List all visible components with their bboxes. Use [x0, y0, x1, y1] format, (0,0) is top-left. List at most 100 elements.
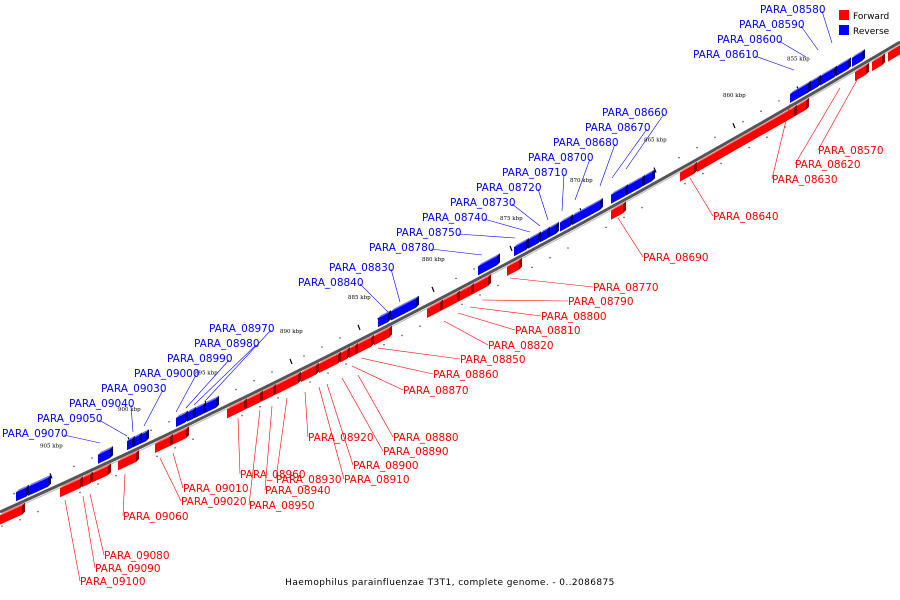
reverse-gene-label[interactable]: PARA_08680: [553, 137, 619, 149]
forward-gene-arrow: [458, 282, 474, 302]
reverse-gene-label[interactable]: PARA_08580: [760, 4, 826, 16]
reverse-gene-label[interactable]: PARA_08720: [476, 182, 542, 194]
reverse-gene-label[interactable]: PARA_08710: [502, 167, 568, 179]
reverse-gene-label[interactable]: PARA_08600: [717, 34, 783, 46]
forward-gene-label[interactable]: PARA_08960: [240, 469, 306, 481]
axis-dot: [277, 397, 279, 399]
reverse-leader-line: [511, 203, 541, 227]
axis-dot: [192, 438, 194, 441]
axis-dot: [678, 156, 680, 159]
forward-gene-label[interactable]: PARA_08880: [393, 432, 459, 444]
axis-dot: [19, 518, 21, 521]
reverse-gene-label[interactable]: PARA_09050: [37, 413, 103, 425]
tick-label: 895 kbp: [195, 371, 218, 377]
reverse-gene-arrow: [643, 169, 655, 187]
forward-leader-line: [159, 457, 182, 502]
reverse-gene-label[interactable]: PARA_08740: [422, 212, 488, 224]
forward-gene-label[interactable]: PARA_08920: [308, 432, 374, 444]
axis-dot: [383, 343, 385, 346]
reverse-gene-label[interactable]: PARA_08780: [369, 242, 435, 254]
reverse-gene-label[interactable]: PARA_08750: [396, 227, 462, 239]
tick-mark: [732, 122, 736, 129]
forward-leader-line: [481, 299, 569, 302]
forward-gene-label[interactable]: PARA_08640: [713, 211, 779, 223]
reverse-gene-label[interactable]: PARA_09030: [101, 383, 167, 395]
reverse-gene-label[interactable]: PARA_08840: [298, 277, 364, 289]
axis-dot: [742, 120, 744, 123]
reverse-gene-label[interactable]: PARA_08990: [167, 353, 233, 365]
forward-gene-label[interactable]: PARA_09090: [95, 563, 161, 575]
legend-reverse-swatch: [839, 25, 849, 35]
reverse-gene-label[interactable]: PARA_08830: [329, 262, 395, 274]
forward-leader-line: [82, 495, 96, 569]
forward-gene-label[interactable]: PARA_08900: [353, 460, 419, 472]
reverse-leader-line: [185, 359, 230, 409]
reverse-gene-arrow: [626, 174, 645, 196]
forward-gene-label[interactable]: PARA_08850: [460, 354, 526, 366]
forward-gene-label[interactable]: PARA_08820: [488, 340, 554, 352]
forward-gene-label[interactable]: PARA_09020: [181, 496, 247, 508]
reverse-gene-arrow: [560, 214, 573, 232]
forward-gene-label[interactable]: PARA_08890: [383, 446, 449, 458]
reverse-gene-arrow: [572, 197, 603, 226]
forward-gene-label[interactable]: PARA_08620: [795, 159, 861, 171]
axis-dot: [479, 294, 481, 296]
forward-gene-label[interactable]: PARA_08790: [568, 296, 634, 308]
reverse-gene-label[interactable]: PARA_08700: [528, 152, 594, 164]
axis-dot: [115, 474, 117, 477]
forward-leader-line: [248, 409, 261, 506]
axis-dot: [37, 510, 39, 513]
reverse-gene-label[interactable]: PARA_08980: [194, 338, 260, 350]
reverse-leader-line: [754, 55, 795, 71]
tick-label: 905 kbp: [40, 443, 63, 449]
reverse-gene-arrow: [176, 410, 188, 427]
forward-leader-line: [357, 374, 394, 438]
forward-gene-label[interactable]: PARA_08910: [344, 474, 410, 486]
reverse-gene-arrow: [836, 57, 851, 77]
forward-leader-line: [509, 277, 594, 288]
reverse-leader-line: [574, 158, 591, 201]
forward-gene-label[interactable]: PARA_08570: [818, 145, 884, 157]
reverse-gene-label[interactable]: PARA_08730: [450, 197, 516, 209]
axis-dot: [549, 256, 551, 259]
reverse-leader-line: [561, 173, 565, 212]
forward-leader-line: [264, 405, 273, 491]
forward-gene-label[interactable]: PARA_08810: [515, 325, 581, 337]
forward-gene-label[interactable]: PARA_08870: [403, 385, 469, 397]
forward-leader-line: [326, 383, 354, 466]
reverse-gene-label[interactable]: PARA_08590: [739, 19, 805, 31]
reverse-gene-arrow: [540, 226, 550, 243]
forward-gene-label[interactable]: PARA_08940: [265, 485, 331, 497]
forward-gene-arrow: [697, 104, 797, 173]
forward-gene-label[interactable]: PARA_08690: [643, 252, 709, 264]
reverse-gene-label[interactable]: PARA_08970: [209, 323, 275, 335]
axis-dot: [327, 372, 329, 374]
forward-gene-label[interactable]: PARA_08860: [433, 369, 499, 381]
forward-leader-line: [341, 377, 384, 452]
reverse-gene-label[interactable]: PARA_09070: [2, 428, 68, 440]
forward-gene-label[interactable]: PARA_08800: [541, 311, 607, 323]
forward-gene-label[interactable]: PARA_09080: [104, 550, 170, 562]
legend-forward-label: Forward: [853, 12, 889, 22]
reverse-leader-line: [130, 404, 134, 433]
forward-leader-line: [617, 217, 644, 258]
forward-leader-line: [64, 499, 81, 582]
axis-dot: [339, 337, 341, 339]
forward-gene-arrow: [441, 290, 460, 311]
forward-gene-label[interactable]: PARA_08930: [276, 474, 342, 486]
forward-gene-label[interactable]: PARA_09100: [80, 576, 146, 588]
forward-gene-label[interactable]: PARA_08950: [249, 500, 315, 512]
forward-gene-label[interactable]: PARA_08630: [772, 174, 838, 186]
forward-gene-label[interactable]: PARA_09060: [123, 511, 189, 523]
reverse-gene-label[interactable]: PARA_08610: [693, 49, 759, 61]
reverse-gene-label[interactable]: PARA_08670: [585, 122, 651, 134]
reverse-gene-label[interactable]: PARA_09000: [134, 368, 200, 380]
forward-gene-label[interactable]: PARA_09010: [183, 483, 249, 495]
reverse-gene-label[interactable]: PARA_08660: [602, 107, 668, 119]
axis-dot: [623, 216, 625, 219]
axis-dot: [97, 483, 99, 485]
reverse-gene-label[interactable]: PARA_09040: [69, 398, 135, 410]
forward-leader-line: [457, 312, 516, 331]
axis-dot: [401, 334, 403, 337]
forward-gene-label[interactable]: PARA_08770: [593, 282, 659, 294]
